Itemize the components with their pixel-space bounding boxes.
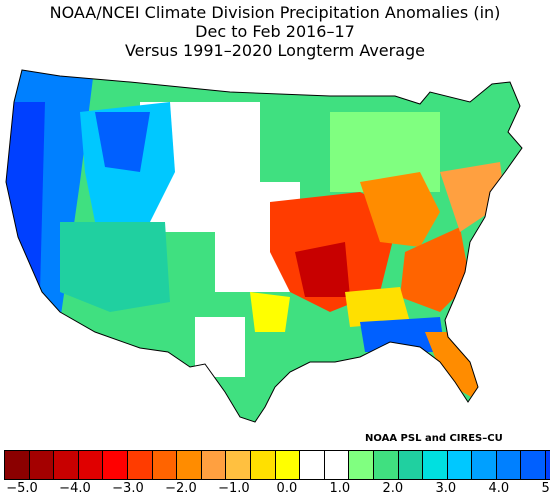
legend-swatch [300,451,325,479]
region-carolinas [400,227,470,312]
legend-swatch [398,451,424,479]
legend-swatch [324,451,350,479]
legend-tick-label: −1.0 [218,481,250,496]
legend-swatch [177,451,202,479]
credit-text: NOAA PSL and CIRES–CU [365,433,503,444]
region-northeast [480,102,520,162]
region-southwest [60,222,170,312]
legend-swatch [472,451,497,479]
legend-swatch [423,451,448,479]
region-south-texas [195,317,245,377]
region-ohio-valley [360,172,440,247]
map-title: NOAA/NCEI Climate Division Precipitation… [49,3,501,22]
legend-swatch [447,451,473,479]
legend-tick-label: 3.0 [435,481,457,496]
region-northern-rockies [95,112,150,172]
legend-swatch [54,451,79,479]
legend-swatch [201,451,227,479]
anomaly-regions [6,70,522,422]
precipitation-map [5,69,523,423]
legend-swatch [275,451,301,479]
legend-colorbar [4,450,550,480]
map-period: Dec to Feb 2016–17 [195,22,355,41]
region-lower-mississippi [345,287,410,327]
legend-tick-label: −4.0 [59,481,91,496]
legend-swatch [5,451,30,479]
region-texas-east [250,292,290,332]
legend-tick-label: −2.0 [165,481,197,496]
legend-swatch [152,451,178,479]
legend-swatch [521,451,547,479]
region-california [6,102,45,292]
legend-swatch [103,451,128,479]
legend-swatch [373,451,399,479]
legend-swatch [546,451,550,479]
legend-swatch [226,451,251,479]
legend-swatch [496,451,522,479]
legend-ticks: −5.0 −4.0 −3.0 −2.0 −1.0 0.0 1.0 2.0 3.0 4.0 5.0 [0,481,550,497]
legend-swatch [29,451,55,479]
map-baseline: Versus 1991–2020 Longterm Average [124,41,426,60]
legend-tick-label: 1.0 [329,481,351,496]
legend-swatch [349,451,374,479]
legend-tick-label: 2.0 [382,481,404,496]
us-outline [5,69,523,423]
region-arkansas [295,242,350,297]
legend-tick-label: −5.0 [6,481,38,496]
legend-tick-label: 0.0 [276,481,298,496]
legend-tick-label: 4.0 [488,481,510,496]
legend-swatch [127,451,153,479]
legend-swatch [250,451,276,479]
region-mid-atlantic [440,162,505,232]
legend-swatch [78,451,104,479]
region-gulf-coast [360,317,445,352]
legend-tick-label: −3.0 [112,481,144,496]
legend-tick-label: 5.0 [541,481,550,496]
